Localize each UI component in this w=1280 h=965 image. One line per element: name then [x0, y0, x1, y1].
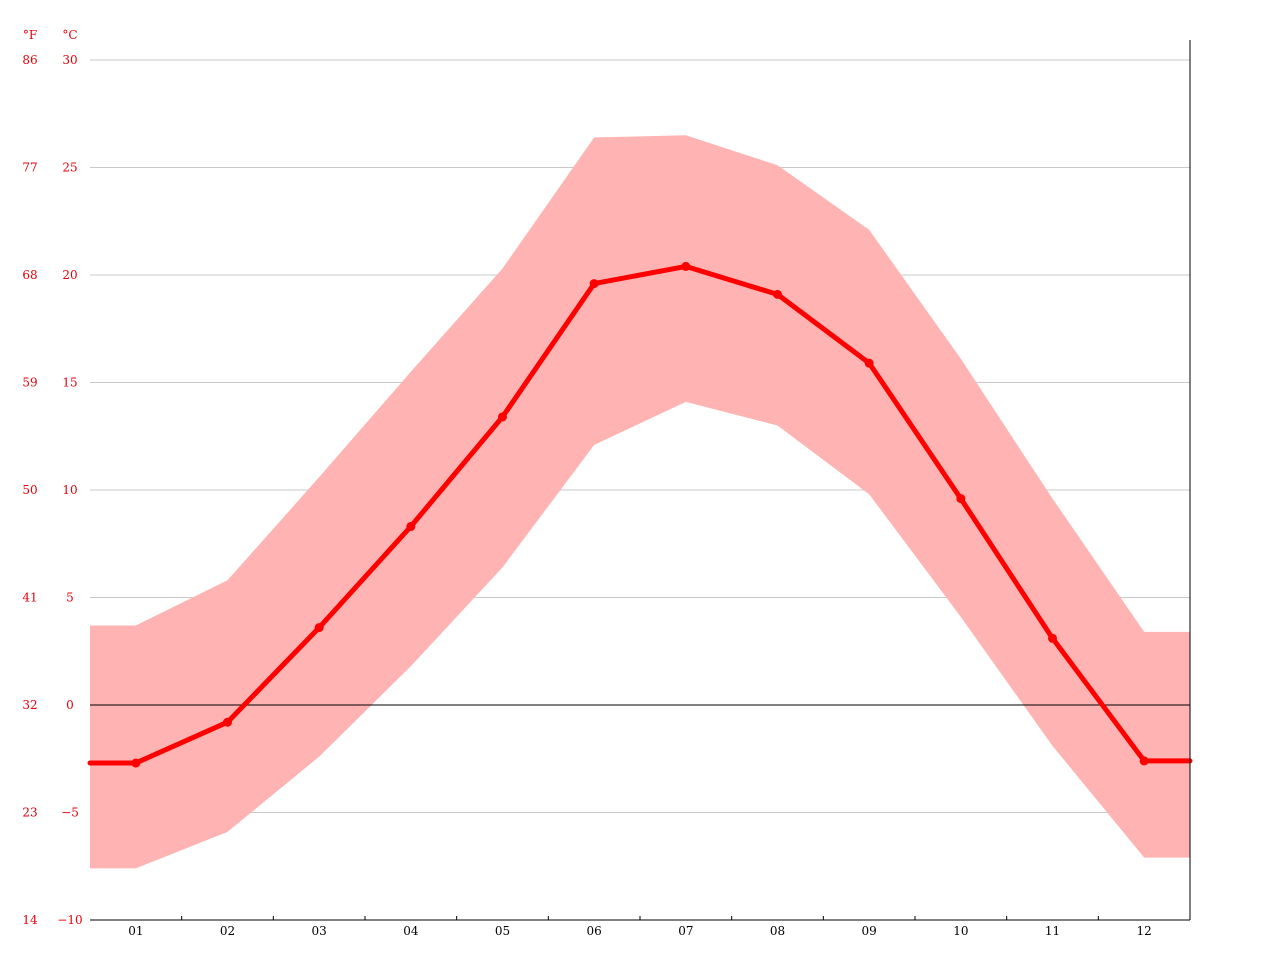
- y-tick-label-celsius: 20: [62, 268, 77, 282]
- mean-temperature-point: [681, 261, 691, 271]
- x-tick-label: 01: [128, 924, 143, 938]
- y-tick-label-fahrenheit: 41: [22, 591, 37, 605]
- y-tick-label-celsius: 15: [62, 376, 77, 390]
- x-tick-label: 08: [770, 924, 785, 938]
- y-tick-label-celsius: 30: [62, 53, 77, 67]
- temperature-range-band: [90, 135, 1190, 869]
- y-tick-label-celsius: −5: [61, 806, 79, 820]
- y-tick-label-celsius: −10: [57, 913, 82, 927]
- mean-temperature-point: [773, 289, 782, 299]
- y-tick-label-fahrenheit: 77: [22, 161, 37, 175]
- mean-temperature-point: [314, 623, 324, 633]
- x-tick-label: 02: [220, 924, 235, 938]
- y-tick-label-celsius: 25: [62, 161, 77, 175]
- y-tick-label-fahrenheit: 68: [22, 268, 37, 282]
- mean-temperature-point: [589, 279, 599, 289]
- y-tick-label-celsius: 0: [66, 698, 74, 712]
- mean-temperature-point: [223, 717, 232, 727]
- mean-temperature-point: [131, 758, 141, 768]
- mean-temperature-point: [956, 494, 966, 504]
- x-tick-label: 12: [1137, 924, 1152, 938]
- x-tick-label: 05: [495, 924, 510, 938]
- mean-temperature-point: [406, 522, 416, 532]
- line-layer: [87, 261, 1193, 768]
- y-tick-label-celsius: 10: [62, 483, 77, 497]
- x-tick-label: 10: [953, 924, 968, 938]
- celsius-unit-label: °C: [62, 28, 77, 42]
- mean-temperature-line: [87, 263, 1193, 766]
- band-layer: [90, 135, 1190, 869]
- mean-temperature-point: [864, 358, 874, 368]
- x-tick-label: 11: [1045, 924, 1060, 938]
- y-tick-label-fahrenheit: 86: [22, 53, 37, 67]
- x-tick-label: 03: [312, 924, 327, 938]
- y-tick-label-celsius: 5: [66, 591, 74, 605]
- y-tick-label-fahrenheit: 59: [22, 376, 37, 390]
- x-tick-label: 06: [587, 924, 602, 938]
- y-tick-label-fahrenheit: 50: [22, 483, 37, 497]
- x-tick-label: 09: [862, 924, 877, 938]
- x-tick-label: 04: [403, 924, 419, 938]
- fahrenheit-unit-label: °F: [23, 28, 37, 42]
- mean-temperature-point: [498, 412, 507, 422]
- y-tick-label-fahrenheit: 14: [22, 913, 38, 927]
- y-tick-label-fahrenheit: 23: [22, 806, 37, 820]
- mean-temperature-point: [1048, 633, 1057, 643]
- y-tick-label-fahrenheit: 32: [22, 698, 37, 712]
- x-tick-label: 07: [678, 924, 693, 938]
- mean-temperature-point: [1139, 756, 1149, 766]
